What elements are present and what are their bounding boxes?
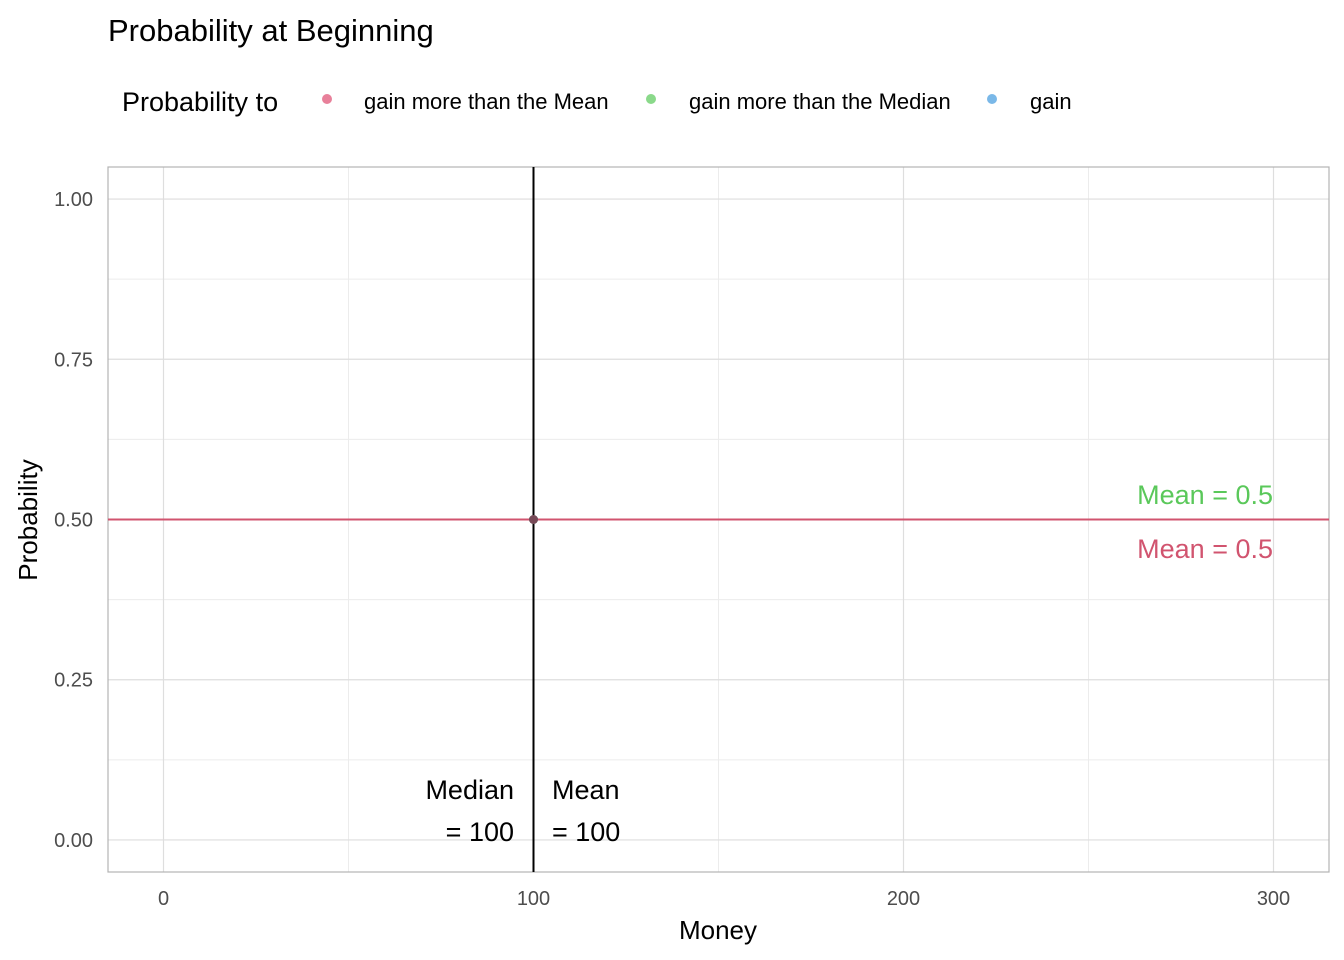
x-tick-label: 200 <box>887 888 920 910</box>
legend-label-gain: gain <box>1030 89 1072 114</box>
y-tick-label: 0.50 <box>54 510 93 532</box>
legend: Probability to gain more than the Mean g… <box>122 87 1072 117</box>
chart-title: Probability at Beginning <box>108 13 434 48</box>
x-tick-label: 0 <box>158 888 169 910</box>
y-axis-title: Probability <box>13 459 43 580</box>
legend-title: Probability to <box>122 87 278 117</box>
annotation-mean-label: Mean <box>552 775 620 805</box>
annotation-median-label: Median <box>425 775 514 805</box>
y-tick-label: 0.75 <box>54 349 93 371</box>
legend-key-gain <box>987 94 997 104</box>
y-tick-label: 0.25 <box>54 670 93 692</box>
annotation-median-value: = 100 <box>446 817 514 847</box>
x-axis-title: Money <box>679 915 757 945</box>
legend-key-mean <box>322 94 332 104</box>
annotation-mean-red: Mean = 0.5 <box>1137 534 1273 564</box>
grid-minor <box>108 167 1329 872</box>
y-tick-label: 1.00 <box>54 189 93 211</box>
legend-label-mean: gain more than the Mean <box>364 89 609 114</box>
annotation-mean-value: = 100 <box>552 817 620 847</box>
data-points <box>529 515 538 524</box>
x-tick-label: 100 <box>517 888 550 910</box>
y-axis-ticks: 0.00 0.25 0.50 0.75 1.00 <box>54 189 93 852</box>
legend-key-median <box>646 94 656 104</box>
x-tick-label: 300 <box>1257 888 1290 910</box>
x-axis-ticks: 0 100 200 300 <box>158 888 1290 910</box>
data-point-overlap <box>529 515 538 524</box>
annotation-mean-green: Mean = 0.5 <box>1137 480 1273 510</box>
y-tick-label: 0.00 <box>54 830 93 852</box>
legend-label-median: gain more than the Median <box>689 89 951 114</box>
